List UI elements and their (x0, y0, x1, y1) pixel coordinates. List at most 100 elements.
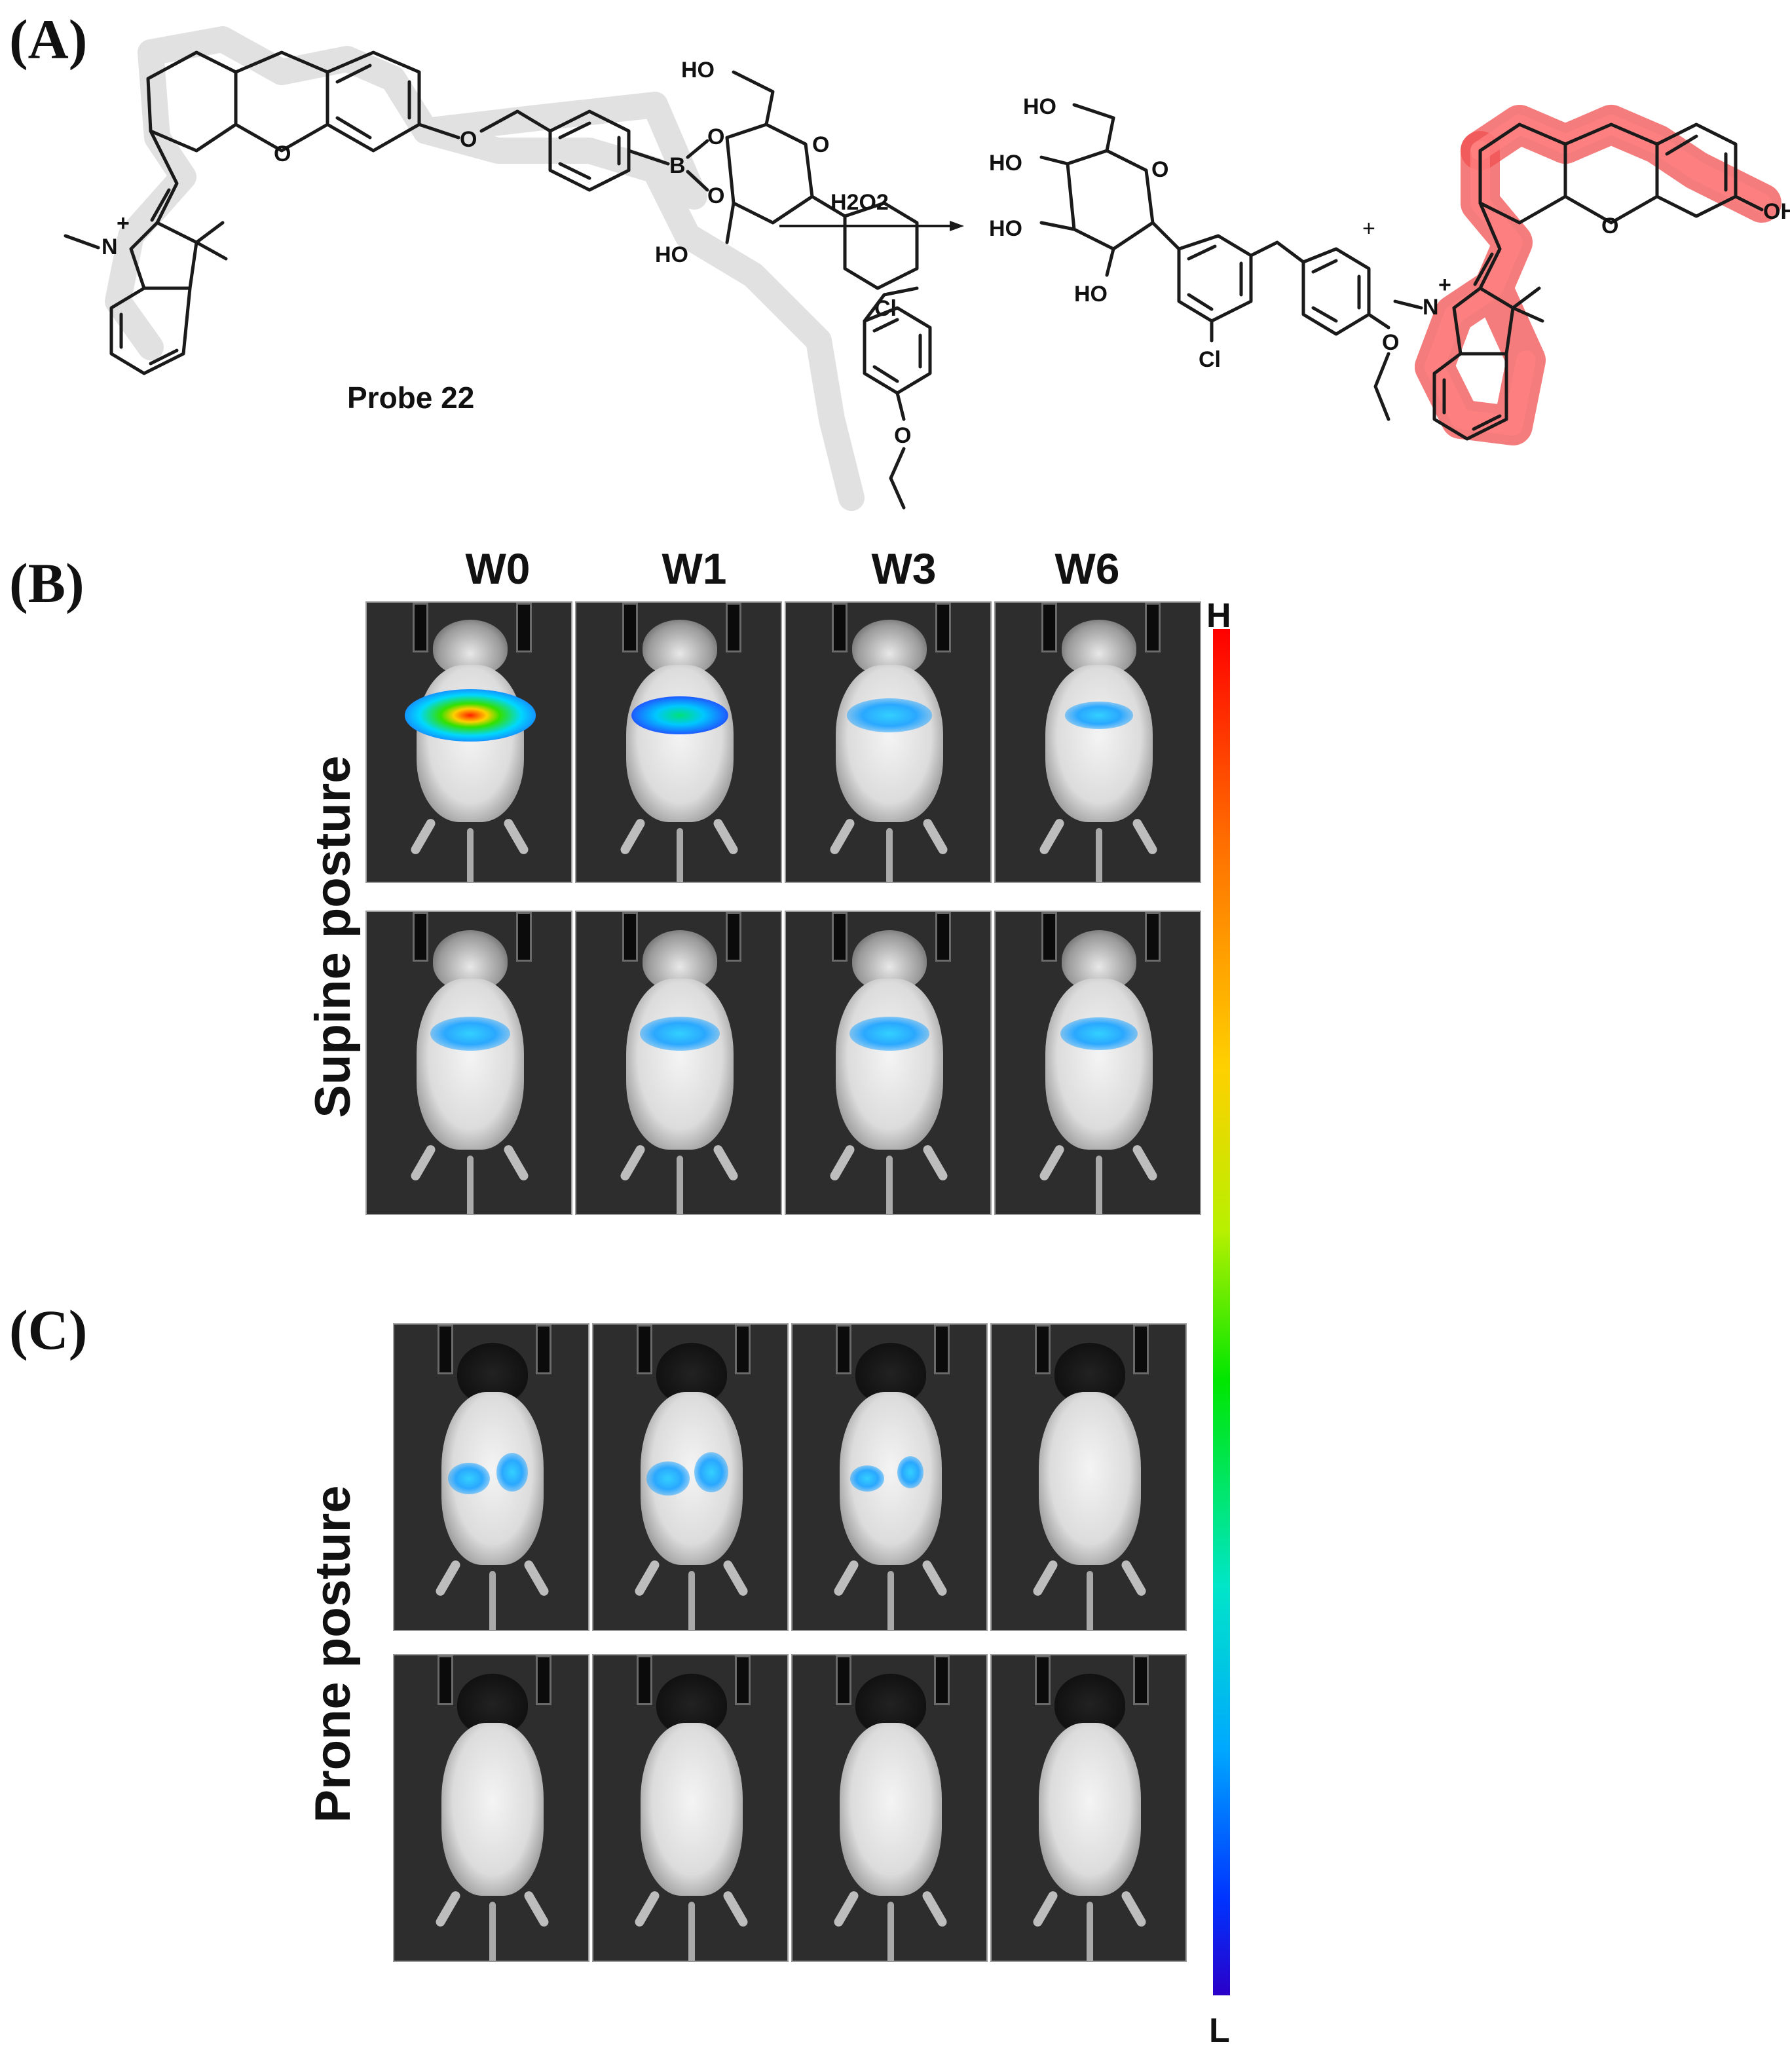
holder-clip (934, 1655, 950, 1705)
mouse-body (625, 979, 734, 1150)
fluorescence-signal (646, 1461, 690, 1496)
mouse-tail (688, 1902, 695, 1961)
fluorescence-signal (405, 689, 536, 742)
supine-posture-label: Supine posture (305, 755, 361, 1118)
reaction-arrow (779, 221, 964, 231)
holder-clip (831, 603, 848, 652)
mouse-leg (832, 1889, 861, 1929)
fluorescence-signal (496, 1453, 529, 1492)
mouse-tail (677, 1156, 683, 1214)
mouse-tail (489, 1902, 496, 1961)
mouse-tail (1096, 1156, 1102, 1214)
mouse-leg (712, 1143, 740, 1182)
prone-row-1-mouse-image-4 (990, 1323, 1187, 1631)
mouse-leg (1031, 1889, 1060, 1929)
prone-row-2-mouse-image-3 (791, 1654, 988, 1962)
product-ho-4: HO (1074, 282, 1108, 307)
mouse-leg (618, 817, 647, 856)
product-sugar-structure: O HO HO HO HO Cl O (989, 94, 1399, 421)
probe-ethoxyphenyl: O (863, 286, 932, 510)
mouse-tail (1087, 1902, 1093, 1961)
mouse-tail (886, 828, 893, 882)
probe-22-structure: O O B O O O HO HO Cl N + (64, 26, 919, 511)
mouse-leg (828, 1143, 857, 1182)
sugar-hydroxyl-ho: HO (655, 242, 688, 267)
mouse-leg (1119, 1889, 1148, 1929)
reagent-label: H2O2 (830, 190, 889, 215)
panel-c-letter: (C) (9, 1298, 88, 1361)
prone-row-2-mouse-image-4 (990, 1654, 1187, 1962)
holder-clip (836, 1325, 851, 1374)
mouse-leg (1037, 817, 1066, 856)
holder-clip (725, 912, 741, 962)
mouse-tail (467, 828, 474, 882)
mouse-tail (677, 828, 683, 882)
holder-clip (1035, 1325, 1051, 1374)
fluorescence-signal (631, 696, 728, 735)
product-ring-oxygen: O (1151, 157, 1168, 182)
fluorophore-product-structure: O OH N + (1393, 105, 1790, 445)
mouse-leg (618, 1143, 647, 1182)
prone-row-1-mouse-image-2 (592, 1323, 789, 1631)
boron-atom: B (669, 153, 686, 178)
mouse-leg (712, 817, 740, 856)
product-ether-oxygen: O (1382, 330, 1399, 355)
holder-clip (1144, 603, 1161, 652)
holder-clip (735, 1325, 751, 1374)
mouse-tail (467, 1156, 474, 1214)
indolium-five-ring (129, 221, 198, 290)
holder-clip (637, 1325, 652, 1374)
fluorophore-nitrogen: N (1423, 295, 1439, 320)
holder-clip (622, 603, 638, 652)
holder-clip (1133, 1655, 1149, 1705)
mouse-tail (886, 1156, 893, 1214)
mouse-leg (434, 1558, 462, 1598)
holder-clip (515, 603, 532, 652)
fluorescence-signal (430, 1016, 510, 1051)
mouse-leg (922, 1143, 950, 1182)
plus-sign: + (1362, 216, 1375, 241)
mouse-body (441, 1723, 544, 1896)
boronate-oxygen-1: O (707, 124, 724, 149)
sugar-ring-oxygen: O (812, 132, 829, 157)
mouse-leg (828, 817, 857, 856)
holder-clip (1133, 1325, 1149, 1374)
supine-row-2-mouse-image-4 (994, 911, 1201, 1215)
mouse-leg (1119, 1558, 1148, 1598)
supine-row-1-mouse-image-4 (994, 601, 1201, 883)
fluorescence-signal (846, 698, 933, 732)
mouse-body (416, 979, 525, 1150)
fluorophore-charge: + (1438, 273, 1451, 297)
mouse-leg (1031, 1558, 1060, 1598)
fluorophore-oxygen: O (1601, 214, 1618, 238)
column-header-w6: W6 (1054, 544, 1120, 593)
mouse-tail (489, 1571, 496, 1630)
mouse-body (835, 664, 944, 823)
fluorescence-signal (694, 1452, 728, 1493)
probe-ether-oxygen-2: O (894, 423, 911, 448)
holder-clip (1144, 912, 1161, 962)
product-chlorophenyl-ring (1177, 234, 1253, 323)
xanthene-aromatic-ring (326, 50, 421, 153)
mouse-leg (1037, 1143, 1066, 1182)
intensity-colorbar (1213, 629, 1230, 1995)
supine-row-2-mouse-image-1 (365, 911, 572, 1215)
holder-clip (831, 912, 848, 962)
supine-row-2-mouse-image-2 (575, 911, 782, 1215)
glucose-ring-product (1066, 149, 1155, 251)
mouse-body (625, 664, 734, 823)
red-fluorescence-glow (1415, 105, 1781, 445)
holder-clip (735, 1655, 751, 1705)
supine-row-1-mouse-image-1 (365, 601, 572, 883)
mouse-leg (434, 1889, 462, 1929)
prone-row-2-mouse-image-2 (592, 1654, 789, 1962)
hydroxymethyl-ho: HO (681, 58, 715, 83)
nitrogen-charge: + (117, 211, 130, 236)
mouse-leg (522, 1558, 551, 1598)
column-header-w3: W3 (871, 544, 937, 593)
mouse-body (840, 1723, 942, 1896)
mouse-leg (922, 817, 950, 856)
mouse-leg (1131, 1143, 1159, 1182)
panel-a-letter: (A) (9, 8, 88, 71)
prone-row-1-mouse-image-3 (791, 1323, 988, 1631)
